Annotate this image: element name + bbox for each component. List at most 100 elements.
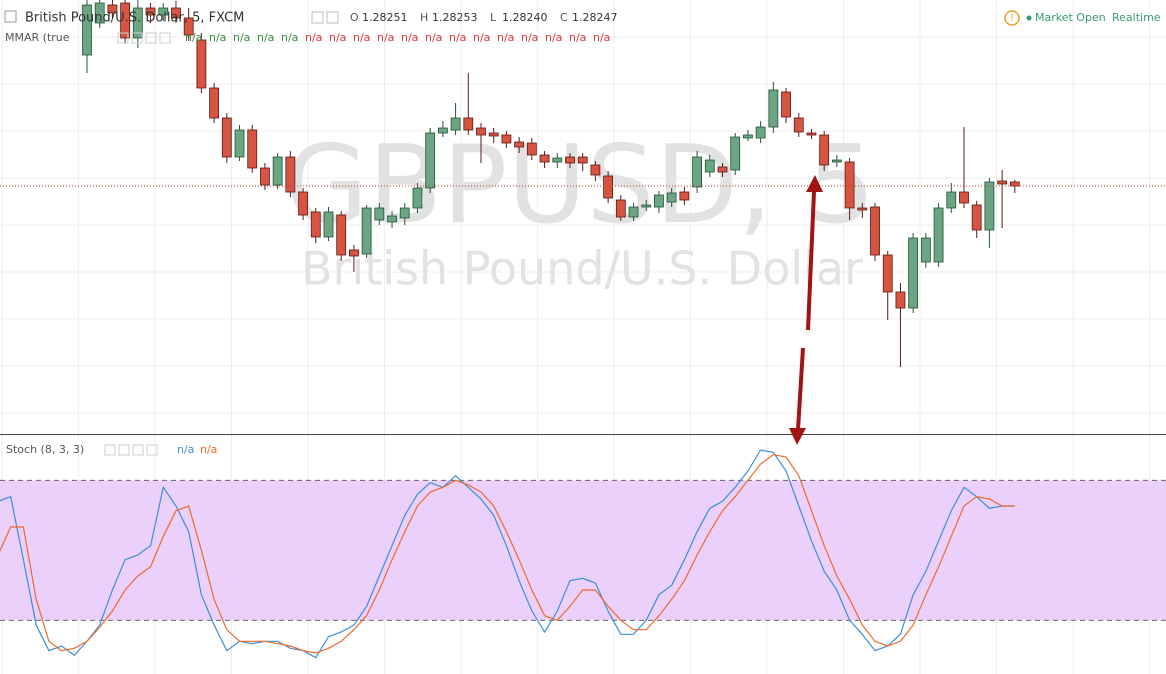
candle-body	[145, 7, 156, 16]
candle-body	[819, 134, 830, 166]
arrow-down	[796, 347, 805, 431]
icon[interactable]	[117, 32, 129, 44]
candle-body	[196, 39, 207, 89]
indicator-value: n/a	[185, 31, 202, 44]
candle-body	[882, 254, 893, 293]
icon[interactable]	[132, 444, 144, 456]
indicator-value: n/a	[377, 31, 394, 44]
stoch-line	[0, 449, 1015, 659]
indicator-value: n/a	[593, 31, 610, 44]
candle-body	[920, 237, 931, 263]
candle-body	[399, 207, 410, 219]
candle-body	[234, 129, 245, 158]
watermark-name: British Pound/U.S. Dollar	[301, 242, 863, 296]
candle-body	[959, 191, 969, 204]
candle-body	[603, 175, 614, 199]
stoch-title: Stoch (8, 3, 3)	[6, 443, 84, 456]
candle-body	[679, 191, 690, 201]
candle-body	[260, 167, 270, 186]
candle-body	[132, 7, 143, 39]
indicator-value: n/a	[209, 31, 226, 44]
ohlc-label: L	[490, 11, 497, 24]
candle-body	[171, 7, 181, 19]
candle-body	[717, 166, 728, 173]
candle-body	[285, 156, 296, 193]
candle-body	[514, 141, 525, 148]
candle-body	[158, 7, 169, 16]
symbol-title: British Pound/U.S. Dollar, 5, FXCM	[25, 11, 244, 26]
icon[interactable]	[159, 32, 171, 44]
icon[interactable]	[145, 32, 157, 44]
ohlc-label: O	[350, 11, 359, 24]
candle-body	[552, 157, 563, 163]
indicator-value: n/a	[401, 31, 418, 44]
indicator-value: n/a	[329, 31, 346, 44]
candle-body	[539, 154, 550, 163]
candle-body	[450, 117, 461, 131]
candle-body	[730, 136, 741, 171]
candle-body	[387, 215, 397, 223]
indicator-legend: n/a n/a n/a n/a n/a n/a n/a n/a n/a n/a n/a n/a n/a n…	[185, 31, 610, 44]
warning-icon[interactable]	[1004, 10, 1020, 26]
candle-body	[488, 132, 499, 137]
candle-body	[704, 159, 715, 173]
candle-body	[641, 204, 652, 208]
indicator-value: n/a	[353, 31, 370, 44]
status-dot	[1026, 15, 1032, 21]
candle-body	[793, 117, 804, 133]
icon[interactable]	[104, 444, 116, 456]
candle-body	[844, 161, 855, 209]
arrow-head	[806, 175, 823, 192]
stoch-legend: n/a n/a	[177, 443, 217, 456]
indicator-value: n/a	[473, 31, 490, 44]
candle-body	[870, 206, 880, 256]
candle-body	[628, 206, 639, 218]
candle-body	[336, 214, 347, 256]
candle-body	[984, 181, 995, 231]
candle-body	[94, 2, 105, 24]
candle-body	[692, 156, 702, 188]
icon[interactable]	[118, 444, 130, 456]
candle-body	[565, 156, 575, 164]
icon[interactable]	[311, 11, 324, 24]
candle-body	[933, 207, 944, 263]
arrow-up	[806, 191, 816, 331]
stoch-icons[interactable]	[104, 444, 158, 456]
candle-body	[1009, 181, 1020, 187]
icon[interactable]	[131, 32, 143, 44]
ohlc-label: H	[420, 11, 428, 24]
ohlc-label: C	[560, 11, 568, 24]
candle-body	[247, 129, 258, 169]
header-icons[interactable]	[311, 11, 339, 24]
candle-body	[310, 211, 321, 238]
watermark-ticker: GBPUSD, 5	[284, 123, 875, 248]
ohlc-values: O 1.28251 H 1.28253 L 1.28240 C 1.28247	[350, 11, 618, 24]
collapse-icon[interactable]	[4, 10, 17, 23]
candle-body	[183, 17, 194, 36]
candle-body	[463, 117, 474, 131]
indicator-value: n/a	[281, 31, 298, 44]
candle-body	[895, 291, 906, 309]
indicator-value: n/a	[449, 31, 466, 44]
icon[interactable]	[326, 11, 339, 24]
candle-body	[526, 142, 537, 156]
legend-entry: n/a	[200, 443, 217, 456]
indicator-value: n/a	[545, 31, 562, 44]
ohlc-value: 1.28247	[572, 11, 618, 24]
candle-body	[323, 211, 334, 238]
stoch-line	[0, 454, 1015, 654]
candle-body	[666, 192, 677, 203]
legend-entry: n/a	[177, 443, 194, 456]
ohlc-value: 1.28253	[432, 11, 478, 24]
feed-status: Realtime	[1112, 11, 1161, 24]
candle-body	[476, 127, 486, 136]
annotation-arrows	[789, 175, 823, 445]
icon[interactable]	[146, 444, 158, 456]
candle-body	[768, 89, 779, 128]
indicator-icons[interactable]	[117, 32, 171, 44]
candle-body	[831, 159, 842, 163]
candle-body	[743, 134, 753, 139]
candle-body	[349, 249, 359, 257]
candle-body	[971, 204, 982, 231]
candle-body	[221, 117, 232, 158]
